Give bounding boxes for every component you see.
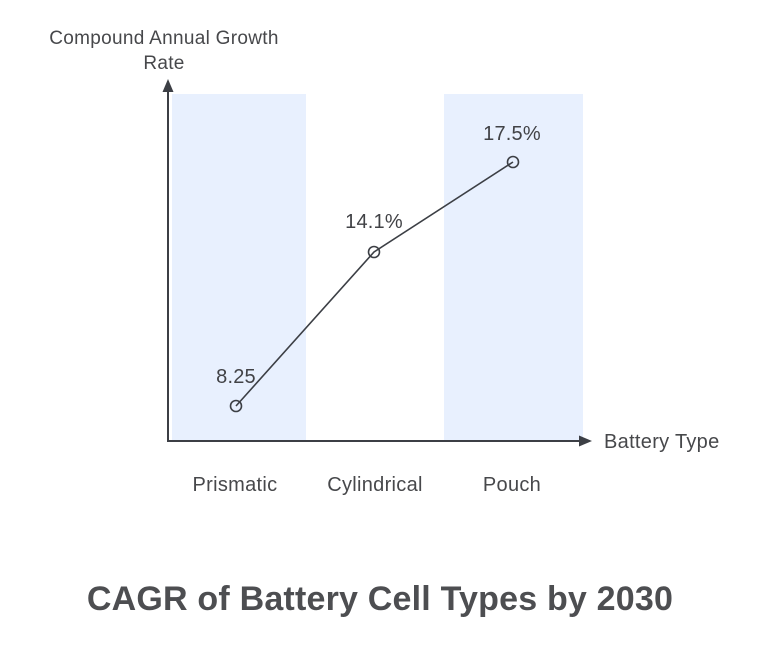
category-label-prismatic: Prismatic — [193, 474, 278, 496]
highlight-band-pouch — [444, 94, 583, 440]
data-point-prismatic — [229, 399, 243, 413]
value-label-prismatic: 8.25 — [216, 366, 256, 388]
x-axis-title: Battery Type — [604, 431, 720, 453]
y-axis-arrow-icon — [162, 79, 174, 92]
data-line — [235, 161, 514, 407]
category-label-pouch: Pouch — [483, 474, 541, 496]
highlight-band-prismatic — [172, 94, 306, 440]
value-label-pouch: 17.5% — [483, 123, 541, 145]
x-axis-arrow-icon — [579, 435, 592, 447]
line-chart-plot: 8.25 14.1% 17.5% Prismatic Cylindrical P… — [162, 79, 720, 496]
data-point-cylindrical — [367, 245, 381, 259]
y-axis-title: Compound Annual Growth Rate — [49, 28, 279, 75]
value-label-cylindrical: 14.1% — [345, 211, 403, 233]
chart-title: CAGR of Battery Cell Types by 2030 — [86, 580, 674, 618]
data-point-pouch — [506, 155, 520, 169]
category-label-cylindrical: Cylindrical — [327, 474, 423, 496]
